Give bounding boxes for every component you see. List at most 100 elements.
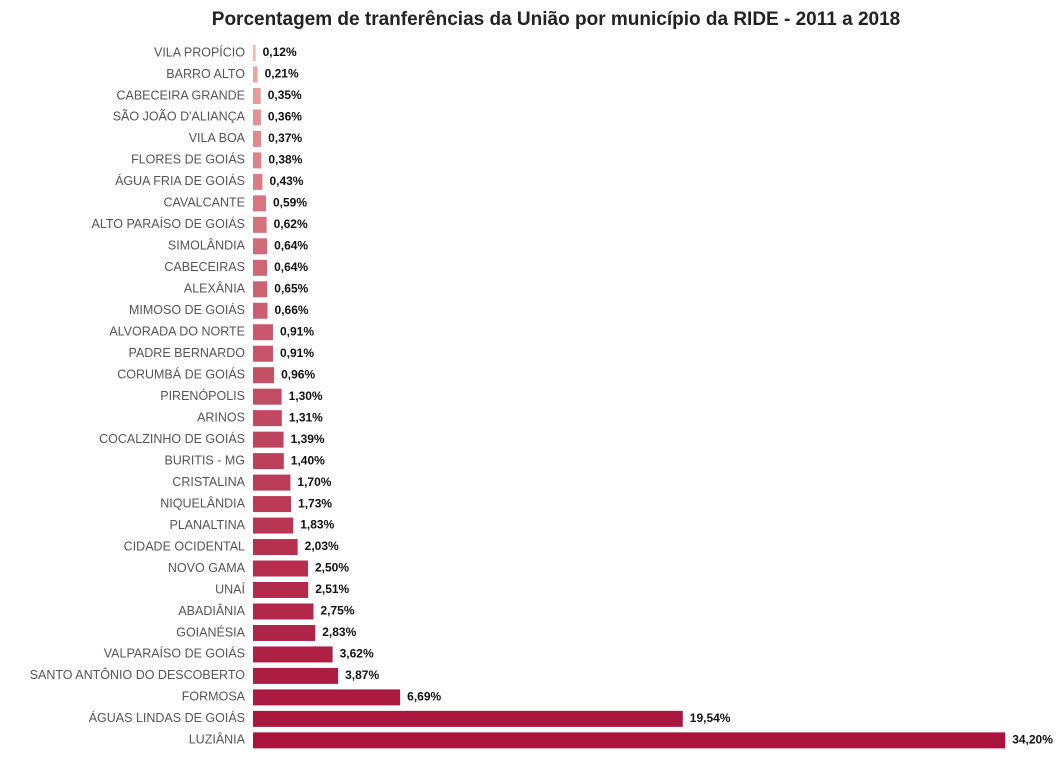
bar: [253, 345, 274, 362]
y-tick-label: ABADIÂNIA: [178, 603, 245, 618]
data-label: 0,65%: [274, 281, 308, 295]
data-label: 0,38%: [268, 153, 302, 167]
bar: [253, 195, 266, 212]
data-label: 0,12%: [263, 45, 297, 59]
data-label: 0,36%: [268, 110, 302, 124]
data-label: 0,66%: [275, 303, 309, 317]
bar: [253, 216, 267, 233]
y-tick-label: PLANALTINA: [170, 518, 246, 532]
bar: [253, 173, 263, 190]
data-label: 1,31%: [289, 410, 323, 424]
data-label: 0,91%: [280, 324, 314, 338]
y-tick-label: ALVORADA DO NORTE: [109, 325, 245, 339]
y-tick-label: ARINOS: [197, 410, 245, 424]
bar: [253, 238, 268, 255]
y-tick-label: VILA PROPÍCIO: [154, 44, 245, 59]
y-tick-label: NIQUELÂNDIA: [160, 495, 245, 510]
y-tick-label: CRISTALINA: [172, 475, 245, 489]
bar: [253, 367, 275, 384]
bar: [253, 152, 262, 169]
bar: [253, 560, 308, 577]
y-tick-label: COCALZINHO DE GOIÁS: [99, 431, 245, 446]
data-label: 0,62%: [274, 217, 308, 231]
y-tick-label: VILA BOA: [189, 131, 246, 145]
bar: [253, 324, 274, 341]
data-label: 0,64%: [274, 238, 308, 252]
data-label: 19,54%: [690, 711, 731, 725]
y-tick-label: FLORES DE GOIÁS: [131, 152, 245, 167]
data-label: 2,50%: [315, 561, 349, 575]
data-label: 2,51%: [315, 582, 349, 596]
bar: [253, 410, 282, 427]
y-tick-label: PIRENÓPOLIS: [160, 388, 245, 403]
data-label: 0,35%: [268, 88, 302, 102]
bar: [253, 66, 258, 83]
y-tick-label: BARRO ALTO: [166, 67, 245, 81]
data-label: 0,37%: [268, 131, 302, 145]
bar: [253, 130, 262, 147]
y-tick-label: ÁGUAS LINDAS DE GOIÁS: [89, 710, 245, 725]
y-tick-label: LUZIÂNIA: [189, 732, 246, 747]
y-tick-label: CAVALCANTE: [163, 196, 245, 210]
bar: [253, 302, 268, 319]
y-tick-label: NOVO GAMA: [168, 561, 246, 575]
data-label: 0,64%: [274, 260, 308, 274]
bar: [253, 474, 291, 491]
bar: [253, 496, 292, 513]
data-label: 2,75%: [320, 604, 354, 618]
y-tick-label: SANTO ANTÔNIO DO DESCOBERTO: [30, 667, 246, 682]
y-tick-label: ALEXÂNIA: [184, 281, 246, 296]
y-tick-label: FORMOSA: [182, 690, 246, 704]
data-label: 3,87%: [345, 668, 379, 682]
bar: [253, 388, 282, 405]
data-label: 1,70%: [297, 475, 331, 489]
bar: [253, 453, 284, 470]
bar: [253, 732, 1006, 749]
y-tick-label: ALTO PARAÍSO DE GOIÁS: [91, 216, 245, 231]
data-label: 0,59%: [273, 196, 307, 210]
bar: [253, 667, 339, 684]
bar: [253, 539, 298, 556]
bar: [253, 109, 261, 126]
y-tick-label: CABECEIRAS: [164, 260, 245, 274]
y-tick-label: PADRE BERNARDO: [129, 346, 246, 360]
y-tick-label: CABECEIRA GRANDE: [116, 88, 245, 102]
data-label: 2,03%: [305, 539, 339, 553]
bar: [253, 646, 333, 663]
bar: [253, 582, 309, 598]
bar: [253, 603, 314, 620]
y-tick-label: GOIANÉSIA: [176, 624, 245, 639]
y-tick-label: SÃO JOÃO D'ALIANÇA: [113, 110, 246, 124]
y-tick-label: VALPARAÍSO DE GOIÁS: [104, 646, 245, 661]
y-tick-label: SIMOLÂNDIA: [168, 238, 246, 253]
data-label: 1,30%: [289, 389, 323, 403]
y-tick-label: ÁGUA FRIA DE GOIÁS: [115, 173, 245, 188]
data-label: 1,40%: [291, 453, 325, 467]
chart-title: Porcentagem de tranferências da União po…: [212, 9, 900, 30]
y-tick-label: UNAÍ: [215, 581, 245, 596]
data-label: 6,69%: [407, 690, 441, 704]
bar: [253, 281, 268, 298]
data-label: 3,62%: [340, 647, 374, 661]
y-tick-label: CIDADE OCIDENTAL: [124, 539, 245, 553]
bar: [253, 45, 256, 61]
bar: [253, 431, 284, 448]
data-label: 2,83%: [322, 625, 356, 639]
y-tick-label: CORUMBÁ DE GOIÁS: [117, 366, 245, 381]
data-label: 1,73%: [298, 496, 332, 510]
bar: [253, 517, 294, 534]
bar: [253, 624, 316, 641]
bar: [253, 259, 268, 276]
data-label: 0,91%: [280, 346, 314, 360]
data-label: 1,39%: [291, 432, 325, 446]
data-label: 0,21%: [265, 67, 299, 81]
data-label: 34,20%: [1012, 733, 1053, 747]
bar: [253, 689, 401, 706]
data-label: 1,83%: [300, 518, 334, 532]
data-label: 0,43%: [269, 174, 303, 188]
bar: [253, 87, 261, 104]
data-label: 0,96%: [281, 367, 315, 381]
y-tick-label: MIMOSO DE GOIÁS: [129, 302, 245, 317]
